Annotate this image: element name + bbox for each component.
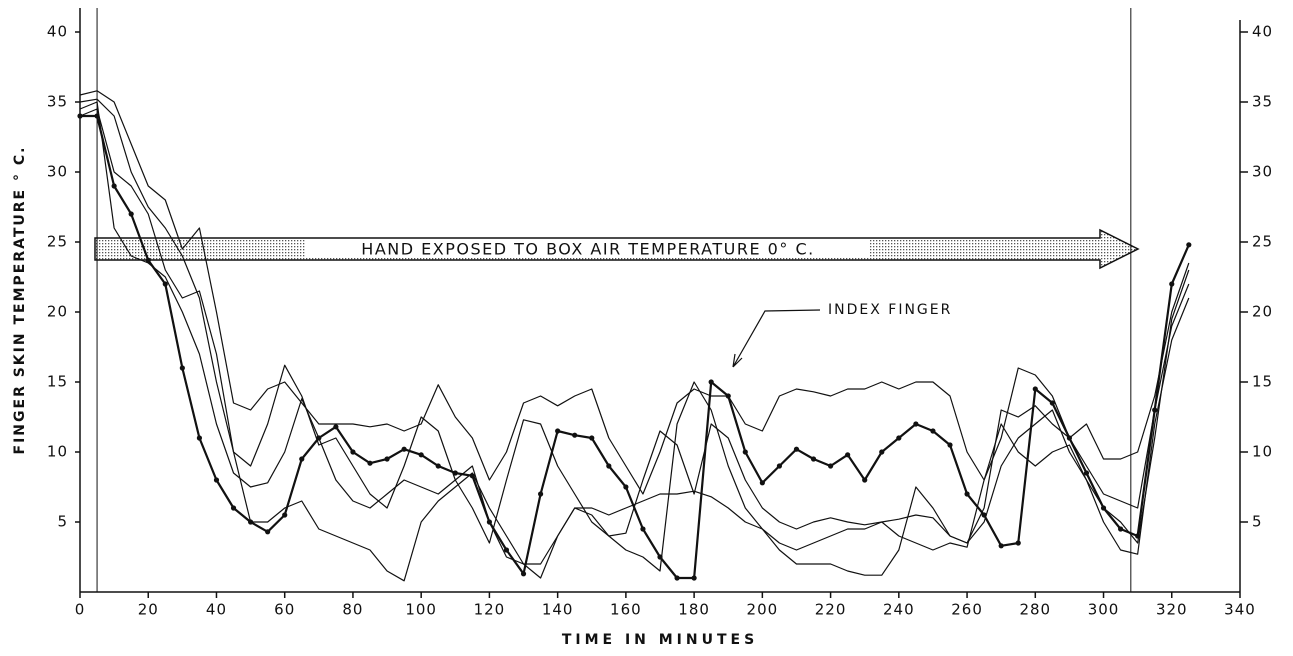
x-tick-label: 200	[747, 601, 779, 619]
series-marker	[947, 442, 953, 448]
series-marker	[179, 365, 185, 371]
x-tick-label: 0	[75, 601, 86, 619]
y-tick-label: 30	[47, 163, 68, 181]
x-tick-label: 40	[206, 601, 227, 619]
series-marker	[128, 211, 134, 217]
x-tick-label: 340	[1224, 601, 1256, 619]
series-marker	[1049, 400, 1055, 406]
series-marker	[1186, 242, 1192, 248]
y-tick-label: 5	[57, 513, 68, 531]
index-label: INDEX FINGER	[828, 302, 952, 318]
y2-tick-label: 15	[1252, 373, 1273, 391]
x-tick-label: 180	[678, 601, 710, 619]
series-marker	[435, 463, 441, 469]
series-marker	[384, 456, 390, 462]
series-marker	[674, 575, 680, 581]
x-tick-label: 300	[1088, 601, 1120, 619]
series-marker	[555, 428, 561, 434]
series-marker	[503, 547, 510, 553]
series-line	[79, 101, 1190, 579]
series-line	[79, 98, 1190, 572]
x-tick-label: 120	[474, 601, 506, 619]
series-marker	[827, 463, 834, 469]
series-marker	[1032, 386, 1038, 392]
x-tick-label: 160	[610, 601, 642, 619]
y2-tick-label: 25	[1252, 233, 1273, 251]
series-marker	[623, 484, 629, 490]
x-tick-label: 220	[815, 601, 847, 619]
series-marker	[367, 460, 373, 466]
series-marker	[998, 543, 1004, 549]
series-marker	[572, 432, 578, 438]
y2-tick-label: 40	[1252, 23, 1273, 41]
series-marker	[520, 571, 527, 577]
series-marker	[162, 281, 168, 287]
x-axis-title: TIME IN MINUTES	[562, 632, 758, 648]
series-marker	[708, 379, 714, 385]
series-marker	[964, 491, 970, 497]
y2-tick-label: 5	[1252, 513, 1263, 531]
x-tick-label: 240	[883, 601, 915, 619]
series-marker	[418, 452, 424, 458]
series-marker	[589, 435, 595, 441]
series-marker	[299, 456, 305, 462]
y-tick-label: 15	[47, 373, 68, 391]
y-tick-label: 10	[47, 443, 68, 461]
series-marker	[810, 456, 817, 462]
series-marker	[111, 183, 117, 189]
series-line	[80, 114, 1190, 580]
series-marker	[896, 435, 902, 441]
y-tick-label: 35	[47, 93, 68, 111]
series-marker	[1169, 281, 1175, 287]
series-marker	[230, 505, 237, 511]
x-tick-label: 320	[1156, 601, 1188, 619]
series-marker	[1015, 540, 1021, 546]
series-marker	[930, 428, 936, 434]
exposure-label: HAND EXPOSED TO BOX AIR TEMPERATURE 0° C…	[361, 240, 814, 259]
x-tick-label: 260	[951, 601, 983, 619]
x-tick-label: 80	[342, 601, 363, 619]
series-marker	[742, 449, 748, 455]
y-tick-label: 20	[47, 303, 68, 321]
series-line	[79, 108, 1190, 582]
series-marker	[401, 446, 407, 452]
x-tick-label: 280	[1019, 601, 1051, 619]
x-tick-label: 100	[405, 601, 437, 619]
x-tick-label: 20	[138, 601, 159, 619]
y2-tick-label: 20	[1252, 303, 1273, 321]
series-marker	[282, 512, 288, 518]
series-marker	[793, 446, 800, 452]
y2-tick-label: 35	[1252, 93, 1273, 111]
y-axis-title: FINGER SKIN TEMPERATURE ° C.	[12, 146, 28, 455]
y-tick-label: 25	[47, 233, 68, 251]
series-marker	[1117, 526, 1124, 532]
y-tick-label: 40	[47, 23, 68, 41]
series-marker	[452, 470, 458, 476]
x-tick-label: 140	[542, 601, 574, 619]
series-marker	[879, 449, 885, 455]
series-marker	[537, 491, 544, 497]
x-tick-label: 60	[274, 601, 295, 619]
series-marker	[350, 449, 356, 455]
series-line	[79, 90, 1190, 495]
y2-tick-label: 10	[1252, 443, 1273, 461]
arrow-label-bg	[305, 240, 870, 258]
y2-tick-label: 30	[1252, 163, 1273, 181]
series-marker	[213, 477, 220, 483]
series-marker	[145, 257, 151, 263]
series-marker	[606, 463, 612, 469]
series-marker	[776, 463, 783, 469]
series-marker	[640, 526, 646, 532]
series-marker	[845, 452, 851, 458]
series-marker	[333, 424, 339, 430]
series-marker	[265, 529, 271, 535]
series-marker	[691, 575, 697, 581]
index-pointer	[732, 309, 821, 368]
series-marker	[759, 480, 765, 486]
series-marker	[1083, 470, 1090, 476]
series-marker	[913, 421, 919, 427]
series-marker	[196, 435, 203, 441]
series-marker	[862, 477, 868, 483]
